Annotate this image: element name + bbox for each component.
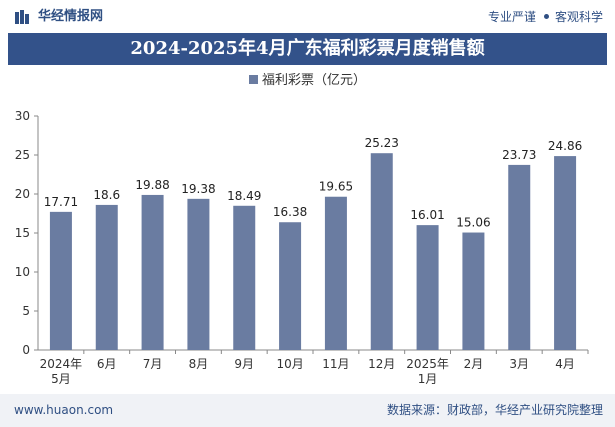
x-tick-label: 8月 bbox=[189, 357, 209, 371]
x-tick-label: 11月 bbox=[322, 357, 349, 371]
x-tick-label: 9月 bbox=[234, 357, 254, 371]
data-label: 17.71 bbox=[44, 195, 78, 209]
footer: www.huaon.com 数据来源：财政部，华经产业研究院整理 bbox=[0, 394, 615, 427]
bar bbox=[508, 164, 531, 350]
dot-separator-icon bbox=[543, 14, 549, 19]
x-tick-label: 2025年 1月 bbox=[406, 357, 449, 386]
y-tick-label: 15 bbox=[15, 226, 30, 240]
data-label: 18.6 bbox=[93, 188, 120, 202]
bar-chart: 0 5 10 15 20 25 30 17.71 2024年 5月 18.6 6月 19.88 7月 19.… bbox=[15, 109, 589, 386]
x-tick-label: 3月 bbox=[509, 357, 529, 371]
bar bbox=[370, 153, 393, 350]
data-label: 25.23 bbox=[365, 136, 399, 150]
x-tick-label: 2月 bbox=[464, 357, 484, 371]
bar bbox=[416, 225, 439, 350]
title-bar: 2024-2025年4月广东福利彩票月度销售额 bbox=[8, 33, 607, 65]
data-label: 24.86 bbox=[548, 139, 582, 153]
y-tick-label: 10 bbox=[15, 265, 30, 279]
y-tick-label: 30 bbox=[15, 109, 30, 123]
x-tick-label: 4月 bbox=[555, 357, 575, 371]
y-tick-label: 5 bbox=[22, 304, 30, 318]
data-label: 16.01 bbox=[410, 208, 444, 222]
y-tick-label: 25 bbox=[15, 148, 30, 162]
chart-title: 2024-2025年4月广东福利彩票月度销售额 bbox=[130, 38, 485, 59]
legend-label: 福利彩票（亿元） bbox=[261, 73, 366, 88]
logo-icon bbox=[15, 10, 29, 24]
bar bbox=[49, 211, 72, 350]
x-tick-label: 12月 bbox=[368, 357, 395, 371]
bar bbox=[233, 205, 256, 350]
bar bbox=[279, 222, 302, 350]
data-label: 19.65 bbox=[319, 180, 353, 194]
legend-swatch bbox=[248, 75, 258, 84]
tagline-right: 客观科学 bbox=[554, 10, 603, 24]
bar bbox=[187, 198, 210, 350]
bar bbox=[324, 196, 347, 350]
bar bbox=[554, 156, 577, 350]
top-header: 华经情报网 专业严谨 客观科学 bbox=[0, 0, 615, 34]
bar bbox=[141, 194, 164, 350]
data-label: 19.88 bbox=[135, 178, 169, 192]
chart-legend: 福利彩票（亿元） bbox=[0, 73, 615, 89]
data-label: 18.49 bbox=[227, 189, 261, 203]
data-label: 16.38 bbox=[273, 205, 307, 219]
tagline: 专业严谨 客观科学 bbox=[488, 9, 603, 25]
x-tick-label: 6月 bbox=[97, 357, 117, 371]
data-label: 19.38 bbox=[181, 182, 215, 196]
tagline-left: 专业严谨 bbox=[487, 10, 536, 24]
x-tick-label: 10月 bbox=[276, 357, 303, 371]
data-label: 23.73 bbox=[502, 148, 536, 162]
data-source: 数据来源：财政部，华经产业研究院整理 bbox=[386, 403, 603, 417]
site-url: www.huaon.com bbox=[14, 403, 114, 417]
y-tick-label: 0 bbox=[22, 343, 30, 357]
brand-name: 华经情报网 bbox=[38, 9, 104, 24]
data-label: 15.06 bbox=[456, 216, 490, 230]
x-tick-label: 7月 bbox=[143, 357, 163, 371]
y-tick-label: 20 bbox=[15, 187, 30, 201]
bar bbox=[462, 232, 485, 350]
bar bbox=[95, 204, 118, 350]
x-tick-label: 2024年 5月 bbox=[40, 357, 83, 386]
